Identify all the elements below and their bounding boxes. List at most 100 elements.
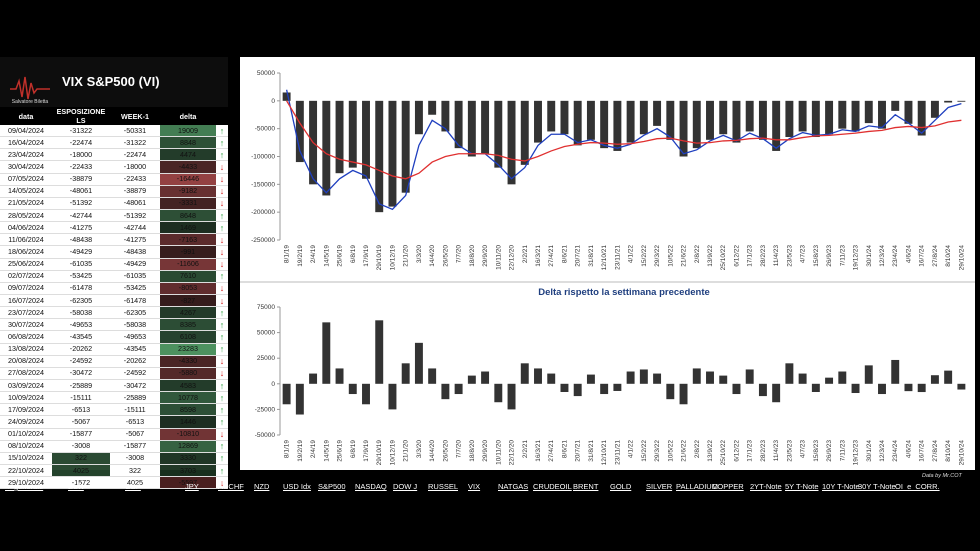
table-cell: -49653 <box>52 318 110 332</box>
tab-link[interactable]: COPPER <box>712 482 744 491</box>
x-tick-label: 10/11/20 <box>495 245 502 270</box>
tab-link[interactable]: VIX <box>468 482 481 491</box>
x-tick-label: 10/5/22 <box>667 440 674 462</box>
bar <box>322 100 331 196</box>
tab-link[interactable]: S&P500 <box>318 482 346 491</box>
x-tick-label: 8/6/21 <box>561 245 568 263</box>
tab-link[interactable]: NATGAS <box>498 482 529 491</box>
tab-link[interactable]: OI_e_CORR. <box>895 482 940 491</box>
x-tick-label: 25/10/22 <box>720 245 727 271</box>
table-cell: -20262 <box>52 343 110 356</box>
table-cell: -49429 <box>110 258 160 271</box>
column-header-blank <box>216 107 228 125</box>
table-cell: 23283 <box>160 343 216 356</box>
table-row: 09/07/2024 -61478 -53425 -8053 ↓ <box>0 282 228 295</box>
x-tick-label: 28/2/23 <box>760 245 767 267</box>
table-row: 24/09/2024 -5067 -6513 1446 ↑ <box>0 415 228 429</box>
x-tick-label: 7/7/20 <box>456 440 463 458</box>
x-tick-label: 4/6/24 <box>905 440 912 458</box>
tab-link[interactable]: EUR <box>68 482 84 491</box>
table-row: 02/07/2024 -53425 -61035 7610 ↑ <box>0 270 228 283</box>
tab-link[interactable]: <- generale <box>5 482 44 491</box>
table-row: 08/10/2024 -3008 -15877 12869 ↑ <box>0 440 228 453</box>
x-tick-label: 29/9/20 <box>482 245 489 267</box>
tab-link[interactable]: RUSSEL <box>428 482 459 491</box>
table-cell: -25889 <box>110 391 160 405</box>
bar <box>653 373 662 384</box>
bar <box>362 100 370 179</box>
tab-link[interactable]: CRUDEOIL <box>533 482 572 491</box>
table-cell: -31322 <box>52 125 110 138</box>
tab-link[interactable]: AUCHF <box>218 482 244 491</box>
table-row: 28/05/2024 -42744 -51392 8648 ↑ <box>0 209 228 223</box>
trend-arrow: ↑ <box>216 125 228 138</box>
tab-link[interactable]: 10Y T-Note <box>822 482 860 491</box>
trend-arrow: ↓ <box>216 282 228 295</box>
x-tick-label: 26/5/20 <box>442 440 449 462</box>
table-row: 23/04/2024 -18000 -22474 4474 ↑ <box>0 148 228 162</box>
x-tick-label: 20/7/21 <box>575 245 582 267</box>
x-tick-label: 17/1/23 <box>747 440 754 462</box>
x-tick-label: 2/4/19 <box>310 440 317 458</box>
line <box>286 100 962 180</box>
bar <box>666 383 675 400</box>
tab-link[interactable]: GOLD <box>610 482 632 491</box>
x-tick-label: 8/10/24 <box>945 245 952 267</box>
trend-arrow: ↑ <box>216 148 228 162</box>
y-tick-label: 50000 <box>257 330 275 337</box>
bar <box>454 100 463 149</box>
bar <box>745 100 754 132</box>
table-cell: -11606 <box>160 258 216 271</box>
bar <box>878 100 886 129</box>
tab-link[interactable]: NZD <box>254 482 270 491</box>
tab-link[interactable]: 5Y T-Note <box>785 482 819 491</box>
table-cell: -16446 <box>160 173 216 186</box>
x-tick-label: 21/1/20 <box>403 440 410 462</box>
bar <box>639 100 648 135</box>
y-tick-label: 75000 <box>257 304 275 311</box>
table-cell: -991 <box>160 245 216 259</box>
bar <box>692 368 701 384</box>
table-cell: -58038 <box>110 318 160 332</box>
table-panel: Salvatore Biletta VIX S&P500 (VI) data ES… <box>0 57 228 490</box>
table-cell: 30/04/2024 <box>0 160 52 174</box>
trend-arrow: ↓ <box>216 173 228 186</box>
bar <box>388 383 397 410</box>
bar <box>547 373 556 384</box>
tab-link[interactable]: PALLADIUM <box>676 482 718 491</box>
y-tick-label: -25000 <box>255 406 276 413</box>
table-cell: -62305 <box>110 306 160 320</box>
tab-link[interactable]: 2YT-Note <box>750 482 782 491</box>
table-cell: 4025 <box>110 476 160 490</box>
x-tick-label: 17/9/19 <box>363 245 370 267</box>
bar <box>864 100 873 124</box>
column-header: delta <box>160 107 216 125</box>
tab-link[interactable]: USD Idx <box>283 482 311 491</box>
logo: Salvatore Biletta <box>10 76 50 105</box>
bar <box>745 369 754 384</box>
bar <box>573 383 582 397</box>
tab-link[interactable]: SILVER <box>646 482 673 491</box>
tab-link[interactable]: DOW J <box>393 482 418 491</box>
x-tick-label: 12/3/24 <box>879 245 886 267</box>
x-tick-label: 22/12/20 <box>509 440 516 466</box>
tab-link[interactable]: JPY <box>185 482 199 491</box>
table-row: 30/07/2024 -49653 -58038 8385 ↑ <box>0 318 228 332</box>
title: VIX S&P500 (VI) <box>62 74 160 89</box>
tab-link[interactable]: 30Y T-Note <box>858 482 896 491</box>
trend-arrow: ↑ <box>216 452 228 465</box>
bar <box>520 363 529 384</box>
tab-link[interactable]: GBP <box>125 482 141 491</box>
table-cell: -5067 <box>52 415 110 429</box>
y-tick-label: -250000 <box>251 237 275 244</box>
table-cell: 4267 <box>160 306 216 320</box>
trend-arrow: ↓ <box>216 258 228 271</box>
x-tick-label: 27/8/24 <box>932 245 939 267</box>
table-cell: -1572 <box>52 476 110 490</box>
tab-link[interactable]: NASDAQ <box>355 482 387 491</box>
x-tick-label: 29/10/19 <box>376 245 383 271</box>
tab-link[interactable]: BRENT <box>573 482 599 491</box>
chart-title: Delta rispetto la settimana precedente <box>538 287 710 298</box>
table-cell: -48061 <box>52 185 110 198</box>
bar <box>706 371 714 384</box>
